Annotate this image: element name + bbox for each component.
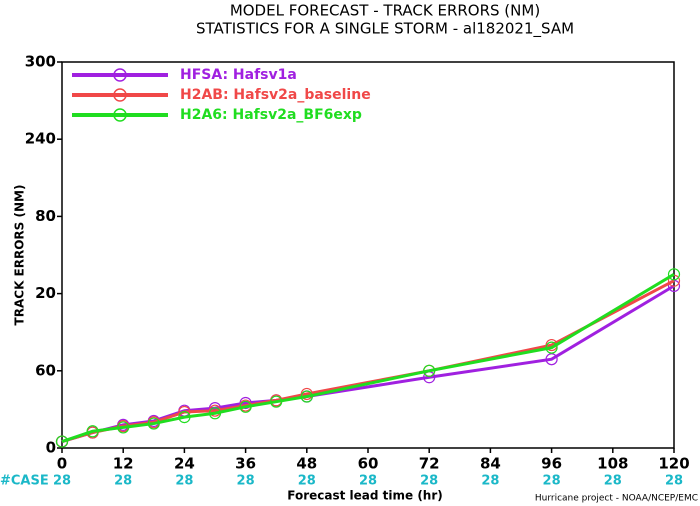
x-tick-label: 24 bbox=[174, 455, 195, 473]
case-label: #CASE bbox=[0, 474, 49, 489]
x-tick-label: 108 bbox=[597, 455, 628, 473]
x-tick-label: 36 bbox=[235, 455, 256, 473]
legend-label: HFSA: Hafsv1a bbox=[180, 67, 297, 83]
chart-subtitle: STATISTICS FOR A SINGLE STORM - al182021… bbox=[196, 20, 574, 39]
x-tick-label: 96 bbox=[541, 455, 562, 473]
series-line bbox=[61, 279, 675, 444]
x-axis-label: Forecast lead time (hr) bbox=[287, 489, 443, 503]
x-tick-label: 84 bbox=[480, 455, 501, 473]
case-count: 28 bbox=[53, 474, 71, 489]
chart-title: MODEL FORECAST - TRACK ERRORS (NM) bbox=[230, 2, 540, 20]
legend-marker bbox=[113, 68, 127, 82]
legend-label: H2AB: Hafsv2a_baseline bbox=[180, 87, 371, 103]
footer: Hurricane project - NOAA/NCEP/EMC bbox=[535, 494, 698, 504]
case-count: 28 bbox=[237, 474, 255, 489]
x-tick-label: 60 bbox=[358, 455, 379, 473]
case-count: 28 bbox=[114, 474, 132, 489]
y-tick-label: 80 bbox=[35, 207, 56, 225]
series-marker bbox=[86, 425, 99, 438]
case-count: 28 bbox=[359, 474, 377, 489]
series-marker bbox=[208, 407, 222, 420]
x-tick-label: 12 bbox=[113, 455, 134, 473]
series-marker bbox=[239, 400, 252, 413]
plot-frame bbox=[61, 61, 675, 449]
legend-label: H2A6: Hafsv2a_BF6exp bbox=[180, 107, 362, 123]
series-marker bbox=[300, 390, 313, 403]
legend-marker bbox=[113, 108, 127, 122]
series-marker bbox=[117, 421, 130, 434]
series-marker bbox=[55, 435, 69, 448]
x-tick-label: 120 bbox=[658, 455, 689, 473]
series-marker bbox=[147, 417, 160, 430]
series-marker bbox=[423, 364, 436, 377]
case-count: 28 bbox=[481, 474, 499, 489]
y-axis-label: TRACK ERRORS (NM) bbox=[13, 185, 27, 326]
case-count: 28 bbox=[175, 474, 193, 489]
y-tick-label: 60 bbox=[35, 361, 56, 379]
y-tick-label: 0 bbox=[46, 439, 56, 457]
series-marker bbox=[270, 395, 283, 408]
case-count: 28 bbox=[665, 474, 683, 489]
x-tick-label: 48 bbox=[296, 455, 317, 473]
y-tick-label: 300 bbox=[25, 53, 56, 71]
case-count: 28 bbox=[604, 474, 622, 489]
case-count: 28 bbox=[298, 474, 316, 489]
x-tick-label: 72 bbox=[419, 455, 440, 473]
series-marker bbox=[178, 411, 191, 424]
series-marker bbox=[667, 268, 681, 281]
series-marker bbox=[545, 341, 558, 354]
case-count: 28 bbox=[420, 474, 438, 489]
y-tick-label: 20 bbox=[35, 284, 56, 302]
y-tick-label: 240 bbox=[25, 130, 56, 148]
x-tick-label: 0 bbox=[57, 455, 67, 473]
case-count: 28 bbox=[543, 474, 561, 489]
legend-marker bbox=[113, 88, 127, 102]
